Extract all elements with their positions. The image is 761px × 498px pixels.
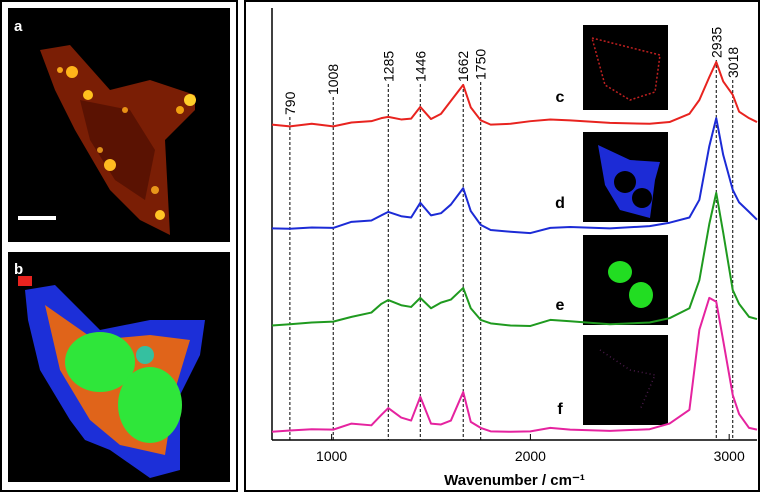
peak-label: 1750 <box>473 49 489 80</box>
x-tick-label: 3000 <box>714 448 745 464</box>
inset-image <box>583 25 668 110</box>
panel-label: b <box>14 261 23 278</box>
peak-label: 1446 <box>412 51 428 82</box>
series-label: f <box>557 401 563 418</box>
peak-label: 2935 <box>708 27 724 58</box>
inset-shape <box>629 282 653 308</box>
series-label: c <box>556 89 565 106</box>
peak-label: 1008 <box>325 64 341 95</box>
peak-label: 1662 <box>455 51 471 82</box>
spectrum-line <box>271 191 758 327</box>
inset-image <box>583 335 668 425</box>
inset-shape <box>599 349 657 411</box>
x-tick-label: 1000 <box>316 448 347 464</box>
chart-frame <box>244 0 760 492</box>
panel-a-image <box>8 8 230 242</box>
spectrum-line <box>271 61 758 128</box>
peak-label: 1285 <box>380 51 396 82</box>
insets <box>583 25 668 425</box>
x-axis-title: Wavenumber / cm⁻¹ <box>444 472 585 489</box>
inset-shape <box>590 36 661 101</box>
inset-shape <box>608 261 632 283</box>
panel-b-image <box>8 252 230 482</box>
spectrum-line <box>271 117 758 235</box>
spectrum-line <box>271 296 758 433</box>
scale-bar <box>18 216 56 220</box>
peak-label: 790 <box>282 91 298 115</box>
series-label: e <box>556 297 565 314</box>
series-label: d <box>555 195 565 212</box>
peak-label: 3018 <box>725 47 741 78</box>
panel-label: a <box>14 18 23 35</box>
x-tick-label: 2000 <box>515 448 546 464</box>
